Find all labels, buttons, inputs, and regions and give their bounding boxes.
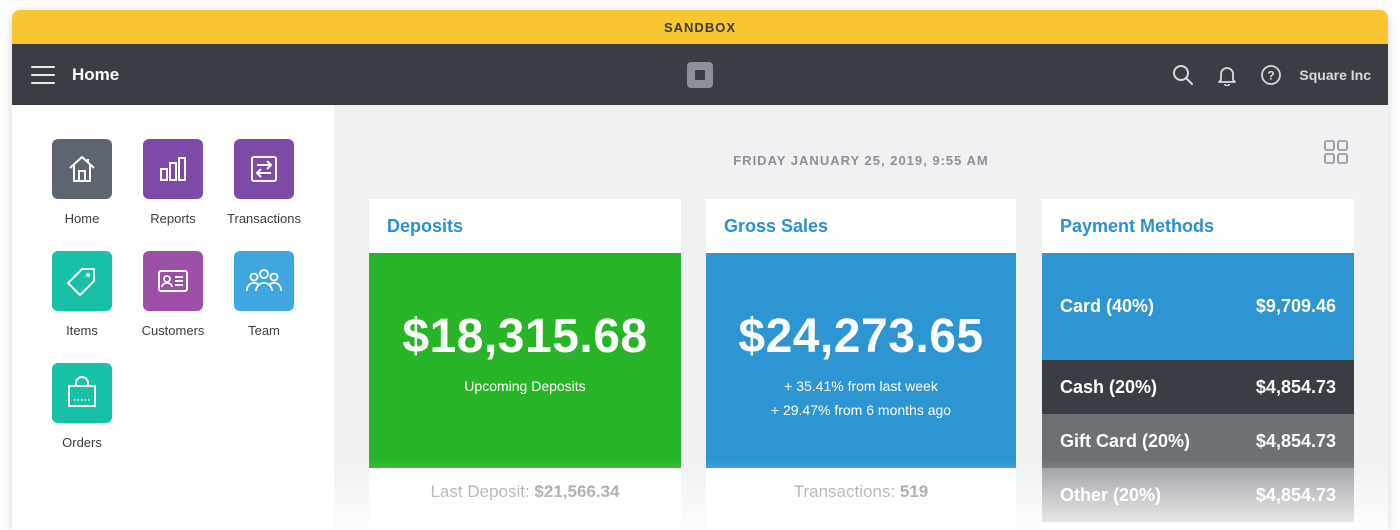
app-launcher: Home Reports Transactions Items Customer…: [12, 105, 334, 530]
transactions-tile[interactable]: [234, 139, 294, 199]
items-tile[interactable]: [52, 251, 112, 311]
app-label-home: Home: [64, 211, 100, 226]
gross-sales-footer: Transactions: 519: [706, 468, 1016, 530]
payment-row-card[interactable]: Card (40%) $9,709.46: [1042, 253, 1354, 360]
account-name[interactable]: Square Inc: [1299, 66, 1371, 83]
bar-chart-icon: [160, 157, 186, 181]
contact-card-icon: [158, 270, 188, 292]
gross-sales-panel: $24,273.65 + 35.41% from last week + 29.…: [706, 253, 1016, 468]
app-items[interactable]: Items: [37, 251, 127, 338]
payment-row-value: $4,854.73: [1255, 430, 1336, 451]
deposits-footer: Last Deposit: $21,566.34: [369, 468, 681, 530]
app-label-items: Items: [66, 323, 98, 338]
payment-row-label: Card (40%): [1060, 296, 1155, 316]
payment-row-value: $4,854.73: [1255, 376, 1336, 397]
customers-tile[interactable]: [143, 251, 203, 311]
shopping-bag-icon: [68, 376, 96, 407]
app-label-orders: Orders: [62, 435, 102, 450]
deposits-caption: Upcoming Deposits: [464, 378, 586, 394]
app-transactions[interactable]: Transactions: [219, 139, 309, 226]
gross-sales-card[interactable]: Gross Sales $24,273.65 + 35.41% from las…: [706, 199, 1016, 530]
payment-methods-title: Payment Methods: [1060, 216, 1215, 236]
payment-row-value: $9,709.46: [1255, 296, 1336, 316]
home-tile[interactable]: [52, 139, 112, 199]
transactions-label: Transactions:: [793, 482, 900, 501]
people-icon: [246, 269, 282, 292]
app-label-customers: Customers: [141, 323, 205, 338]
reports-tile[interactable]: [143, 139, 203, 199]
payment-row-label: Other (20%): [1060, 484, 1162, 505]
gross-sales-change-week: + 35.41% from last week: [784, 378, 938, 394]
help-icon[interactable]: ?: [1259, 63, 1283, 87]
app-orders[interactable]: Orders: [37, 363, 127, 450]
payment-row-label: Cash (20%): [1060, 376, 1158, 397]
sandbox-banner: SANDBOX: [12, 10, 1388, 44]
top-bar: Home ? Square Inc: [12, 44, 1388, 105]
home-icon: [69, 156, 95, 182]
payment-row-other[interactable]: Other (20%) $4,854.73: [1042, 468, 1354, 522]
gross-sales-amount: $24,273.65: [738, 310, 984, 363]
deposits-title: Deposits: [387, 216, 464, 236]
tag-icon: [67, 268, 95, 296]
app-window: SANDBOX Home ? Square Inc Home: [12, 10, 1388, 530]
deposits-card[interactable]: Deposits $18,315.68 Upcoming Deposits La…: [369, 199, 681, 530]
app-label-team: Team: [248, 323, 280, 338]
notification-bell-icon[interactable]: [1215, 63, 1239, 87]
transactions-value: 519: [899, 482, 929, 501]
gross-sales-title: Gross Sales: [724, 216, 829, 236]
app-customers[interactable]: Customers: [128, 251, 218, 338]
square-logo-icon[interactable]: [687, 62, 713, 88]
page-title: Home: [72, 64, 120, 84]
orders-tile[interactable]: [52, 363, 112, 423]
app-team[interactable]: Team: [219, 251, 309, 338]
transfer-icon: [251, 156, 277, 182]
payment-row-cash[interactable]: Cash (20%) $4,854.73: [1042, 360, 1354, 414]
app-home[interactable]: Home: [37, 139, 127, 226]
dashboard-datetime: FRIDAY JANUARY 25, 2019, 9:55 AM: [733, 153, 989, 168]
last-deposit-value: $21,566.34: [534, 482, 620, 501]
team-tile[interactable]: [234, 251, 294, 311]
hamburger-menu-icon[interactable]: [31, 65, 55, 84]
payment-row-value: $4,854.73: [1255, 484, 1336, 505]
payment-row-gift-card[interactable]: Gift Card (20%) $4,854.73: [1042, 414, 1354, 468]
deposits-amount: $18,315.68: [402, 310, 648, 363]
app-label-transactions: Transactions: [227, 211, 301, 226]
app-reports[interactable]: Reports: [128, 139, 218, 226]
payment-row-label: Gift Card (20%): [1060, 430, 1191, 451]
grid-layout-icon[interactable]: [1324, 140, 1348, 164]
dashboard: FRIDAY JANUARY 25, 2019, 9:55 AM Deposit…: [334, 105, 1388, 530]
gross-sales-change-6mo: + 29.47% from 6 months ago: [770, 402, 952, 418]
deposits-panel: $18,315.68 Upcoming Deposits: [369, 253, 681, 468]
payment-methods-card[interactable]: Payment Methods Card (40%) $9,709.46 Cas…: [1042, 199, 1354, 530]
app-label-reports: Reports: [150, 211, 196, 226]
svg-text:?: ?: [1268, 68, 1275, 82]
search-icon[interactable]: [1171, 63, 1195, 87]
last-deposit-label: Last Deposit:: [430, 482, 535, 501]
sandbox-label: SANDBOX: [663, 19, 736, 35]
